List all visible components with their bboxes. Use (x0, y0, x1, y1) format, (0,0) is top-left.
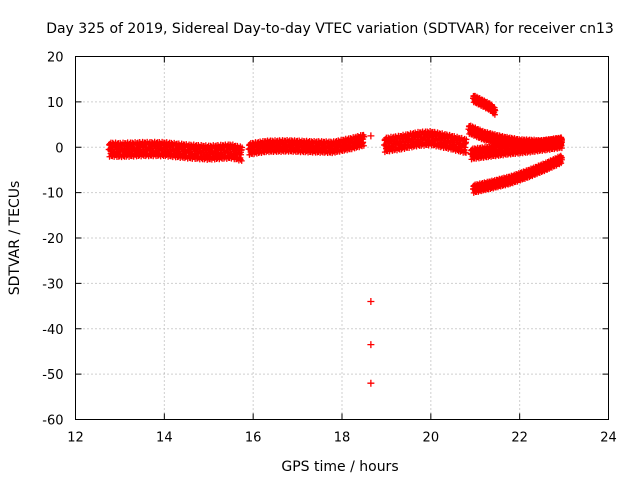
data-point (367, 379, 375, 387)
x-tick-label: 16 (245, 431, 262, 446)
data-point (367, 298, 375, 306)
y-tick-label: -60 (42, 414, 63, 429)
data-point (360, 142, 367, 149)
data-point (238, 157, 245, 164)
y-tick-label: 20 (47, 51, 64, 66)
chart-title: Day 325 of 2019, Sidereal Day-to-day VTE… (46, 21, 614, 37)
y-tick-label: -30 (42, 277, 63, 292)
data-point (239, 144, 246, 151)
x-axis-label: GPS time / hours (281, 459, 398, 475)
x-tick-label: 18 (334, 431, 351, 446)
axis-ticks: 12 14 16 18 20 22 24 -60 -50 -40 -30 -20 -10 0 10 20 (42, 51, 617, 446)
data-point (558, 134, 565, 141)
data-point (558, 156, 565, 163)
x-tick-label: 14 (156, 431, 173, 446)
data-point (361, 133, 368, 140)
y-tick-label: 10 (47, 96, 64, 111)
x-tick-label: 24 (600, 431, 617, 446)
data-point (463, 136, 470, 143)
grid-lines (75, 56, 609, 420)
data-point (367, 132, 375, 140)
data-point (463, 149, 470, 156)
y-tick-label: -10 (42, 187, 63, 202)
data-point (558, 139, 565, 146)
data-point (492, 107, 499, 114)
y-tick-label: 0 (55, 141, 63, 156)
x-tick-label: 22 (511, 431, 528, 446)
data-marks (105, 92, 565, 387)
x-tick-label: 20 (423, 431, 440, 446)
x-tick-label: 12 (67, 431, 84, 446)
y-axis-label: SDTVAR / TECUs (7, 181, 23, 296)
data-point (367, 341, 375, 349)
y-tick-label: -40 (42, 323, 63, 338)
y-tick-label: -50 (42, 368, 63, 383)
data-point (558, 160, 565, 167)
y-tick-label: -20 (42, 232, 63, 247)
